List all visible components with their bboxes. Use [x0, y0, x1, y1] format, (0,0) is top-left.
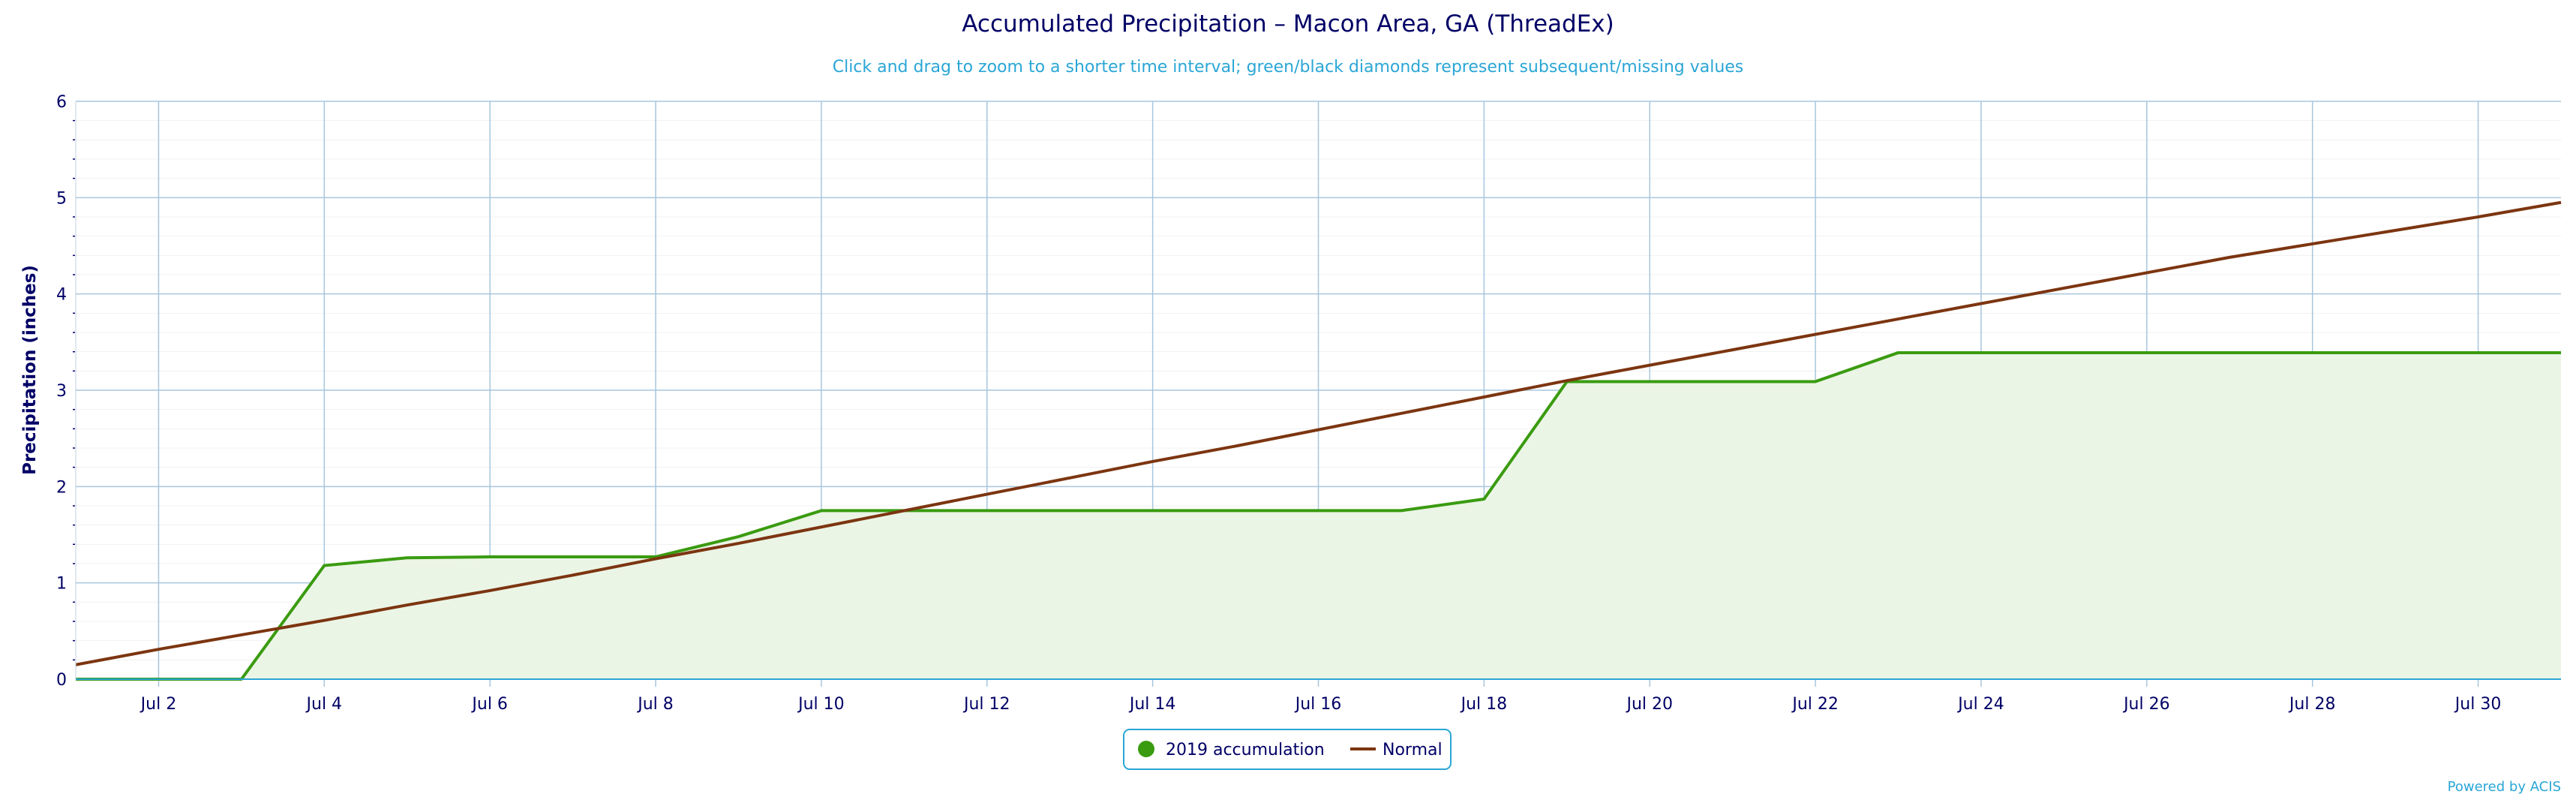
legend-label-normal: Normal	[1383, 741, 1443, 759]
y-axis-ticks: 0 1 2 3 4 5 6	[56, 93, 67, 690]
series-line-normal	[75, 200, 2562, 666]
x-tick-label: Jul 24	[1956, 695, 2004, 714]
x-tick-label: Jul 28	[2288, 695, 2336, 714]
y-tick-label: 1	[56, 575, 67, 594]
y-tick-label: 3	[56, 382, 67, 401]
x-tick-label: Jul 14	[1128, 695, 1176, 714]
x-tick-label: Jul 10	[797, 695, 845, 714]
x-tick-label: Jul 26	[2122, 695, 2170, 714]
y-tick-label: 2	[56, 478, 67, 497]
x-tick-label: Jul 2	[140, 695, 177, 714]
legend-label-2019-accumulation: 2019 accumulation	[1166, 741, 1325, 759]
x-tick-label: Jul 16	[1294, 695, 1342, 714]
x-axis-ticks: Jul 2 Jul 4 Jul 6 Jul 8 Jul 10 Jul 12 Jul 14 Ju…	[140, 695, 2502, 714]
legend-marker-2019-accumulation	[1138, 741, 1154, 757]
y-tick-label: 4	[56, 286, 67, 305]
legend: 2019 accumulation Normal	[1123, 729, 1452, 770]
x-tick-label: Jul 6	[470, 695, 508, 714]
x-tick-label: Jul 22	[1791, 695, 1839, 714]
legend-box	[1123, 729, 1452, 770]
y-tick-label: 5	[56, 189, 67, 208]
chart-title: Accumulated Precipitation – Macon Area, …	[962, 11, 1614, 38]
area-2019-accumulation	[76, 352, 2561, 679]
plot-area[interactable]	[75, 200, 2562, 681]
legend-item-2019-accumulation[interactable]: 2019 accumulation	[1138, 741, 1325, 759]
x-tick-label: Jul 8	[636, 695, 674, 714]
y-tick-label: 6	[56, 93, 67, 112]
x-tick-label: Jul 18	[1460, 695, 1508, 714]
y-axis-label: Precipitation (inches)	[20, 265, 40, 475]
chart-subtitle: Click and drag to zoom to a shorter time…	[833, 58, 1744, 77]
series-line-2019-accumulation	[76, 350, 2561, 681]
legend-item-normal[interactable]: Normal	[1350, 741, 1443, 759]
axes	[75, 101, 2561, 680]
x-tick-label: Jul 12	[962, 695, 1010, 714]
x-tick-label: Jul 4	[305, 695, 343, 714]
y-tick-label: 0	[56, 671, 67, 690]
credits-link[interactable]: Powered by ACIS	[2448, 779, 2561, 795]
x-tick-label: Jul 20	[1625, 695, 1673, 714]
x-tick-label: Jul 30	[2454, 695, 2502, 714]
